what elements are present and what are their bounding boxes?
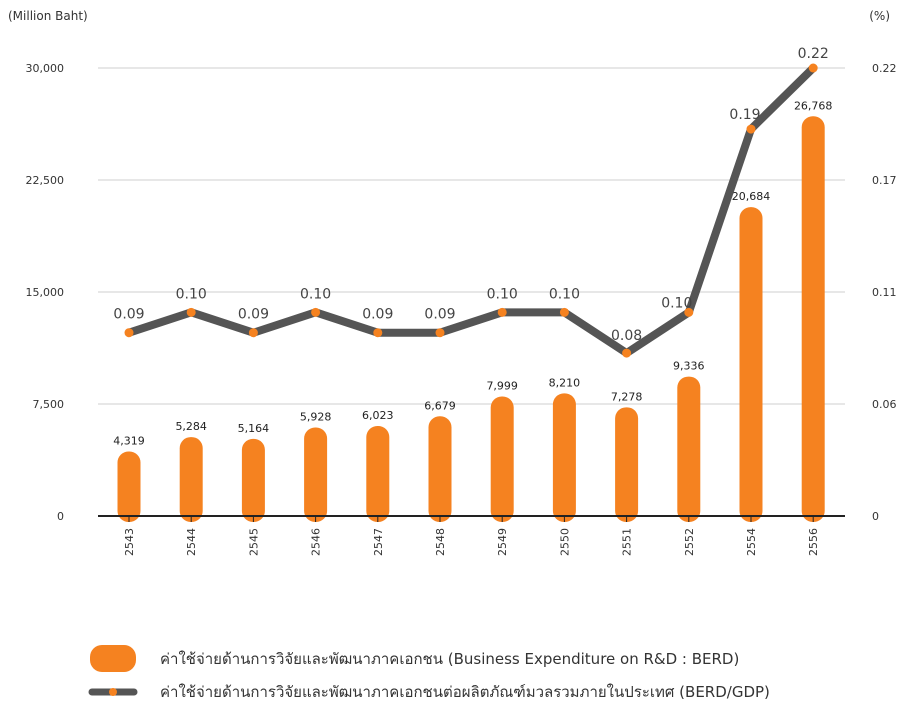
line-point <box>435 328 445 338</box>
x-tick-label: 2548 <box>434 528 447 556</box>
bar <box>677 376 701 522</box>
x-tick-label: 2554 <box>745 528 758 556</box>
left-tick-label: 7,500 <box>33 398 65 411</box>
line-data-label: 0.10 <box>300 286 331 302</box>
bar <box>366 426 390 522</box>
right-axis-unit: (%) <box>869 9 890 23</box>
x-tick-label: 2546 <box>310 528 323 556</box>
x-axis-ticks: 2543 2544 2545 2546 2547 2548 2549 2550 2551 2552… <box>123 516 820 556</box>
line-data-label: 0.19 <box>729 107 760 123</box>
bar <box>615 407 639 522</box>
bar <box>490 396 514 522</box>
legend-line-marker <box>109 688 117 696</box>
gridlines <box>98 67 845 405</box>
right-tick-label: 0 <box>872 510 879 523</box>
line-data-label: 0.09 <box>424 307 455 323</box>
x-tick-label: 2544 <box>185 528 198 556</box>
line-point <box>248 328 258 338</box>
line-data-label: 0.10 <box>661 295 692 311</box>
x-tick-label: 2550 <box>558 528 571 556</box>
bar-data-label: 6,679 <box>424 399 456 412</box>
bar-data-label: 5,928 <box>300 410 332 423</box>
line-point <box>311 307 321 317</box>
line-point <box>559 307 569 317</box>
line-point <box>124 328 134 338</box>
right-tick-label: 0.11 <box>872 286 897 299</box>
right-axis-ticks: 0 0.06 0.11 0.17 0.22 <box>872 62 897 523</box>
x-tick-label: 2552 <box>683 528 696 556</box>
bar-data-label: 4,319 <box>113 435 145 448</box>
left-tick-label: 0 <box>57 510 64 523</box>
bar-data-label: 20,684 <box>732 190 771 203</box>
bar-series: 4,319 5,284 5,164 5,928 6,023 6,679 7,999 8,210… <box>113 99 833 523</box>
line-data-label: 0.09 <box>113 307 144 323</box>
bar-data-label: 5,164 <box>238 422 270 435</box>
bar-data-label: 7,278 <box>611 390 643 403</box>
bar <box>304 427 328 522</box>
x-tick-label: 2543 <box>123 528 136 556</box>
line-series: 0.09 0.10 0.09 0.10 0.09 0.09 0.10 0.10 0.08 0.10… <box>113 46 829 358</box>
series-line <box>125 64 818 358</box>
bar <box>117 451 141 522</box>
bar-data-label: 6,023 <box>362 409 394 422</box>
legend-bar-swatch <box>90 645 136 672</box>
line-point <box>497 307 507 317</box>
right-tick-label: 0.17 <box>872 174 897 187</box>
line-point <box>186 307 196 317</box>
bar-data-label: 8,210 <box>549 376 581 389</box>
left-tick-label: 15,000 <box>26 286 65 299</box>
legend-line-label: ค่าใช้จ่ายด้านการวิจัยและพัฒนาภาคเอกชนต่… <box>160 683 770 701</box>
left-axis-ticks: 0 7,500 15,000 22,500 30,000 <box>26 62 65 523</box>
line-data-label: 0.09 <box>362 307 393 323</box>
x-tick-label: 2556 <box>807 528 820 556</box>
bar <box>179 437 203 522</box>
x-tick-label: 2547 <box>372 528 385 556</box>
bar-data-label: 5,284 <box>175 420 207 433</box>
line-point <box>684 307 694 317</box>
legend-bar-label: ค่าใช้จ่ายด้านการวิจัยและพัฒนาภาคเอกชน (… <box>160 650 739 668</box>
left-tick-label: 22,500 <box>26 174 65 187</box>
x-tick-label: 2545 <box>247 528 260 556</box>
line-point <box>808 63 818 73</box>
right-tick-label: 0.22 <box>872 62 897 75</box>
left-tick-label: 30,000 <box>26 62 65 75</box>
bar <box>428 416 452 522</box>
line-point <box>622 348 632 358</box>
bar <box>739 207 763 522</box>
line-data-label: 0.10 <box>549 286 580 302</box>
bar <box>801 116 825 523</box>
x-tick-label: 2551 <box>621 528 634 556</box>
bar-data-label: 26,768 <box>794 99 833 112</box>
line-data-label: 0.08 <box>611 328 642 344</box>
line-data-label: 0.09 <box>238 307 269 323</box>
bar-data-label: 9,336 <box>673 360 705 373</box>
line-point <box>373 328 383 338</box>
line-point <box>746 124 756 134</box>
x-tick-label: 2549 <box>496 528 509 556</box>
bar <box>552 393 576 522</box>
line-data-label: 0.22 <box>798 46 829 62</box>
line-data-label: 0.10 <box>176 286 207 302</box>
legend: ค่าใช้จ่ายด้านการวิจัยและพัฒนาภาคเอกชน (… <box>88 645 770 701</box>
left-axis-unit: (Million Baht) <box>8 9 88 23</box>
right-tick-label: 0.06 <box>872 398 897 411</box>
bar <box>241 438 265 522</box>
bar-data-label: 7,999 <box>486 380 518 393</box>
line-data-label: 0.10 <box>487 286 518 302</box>
